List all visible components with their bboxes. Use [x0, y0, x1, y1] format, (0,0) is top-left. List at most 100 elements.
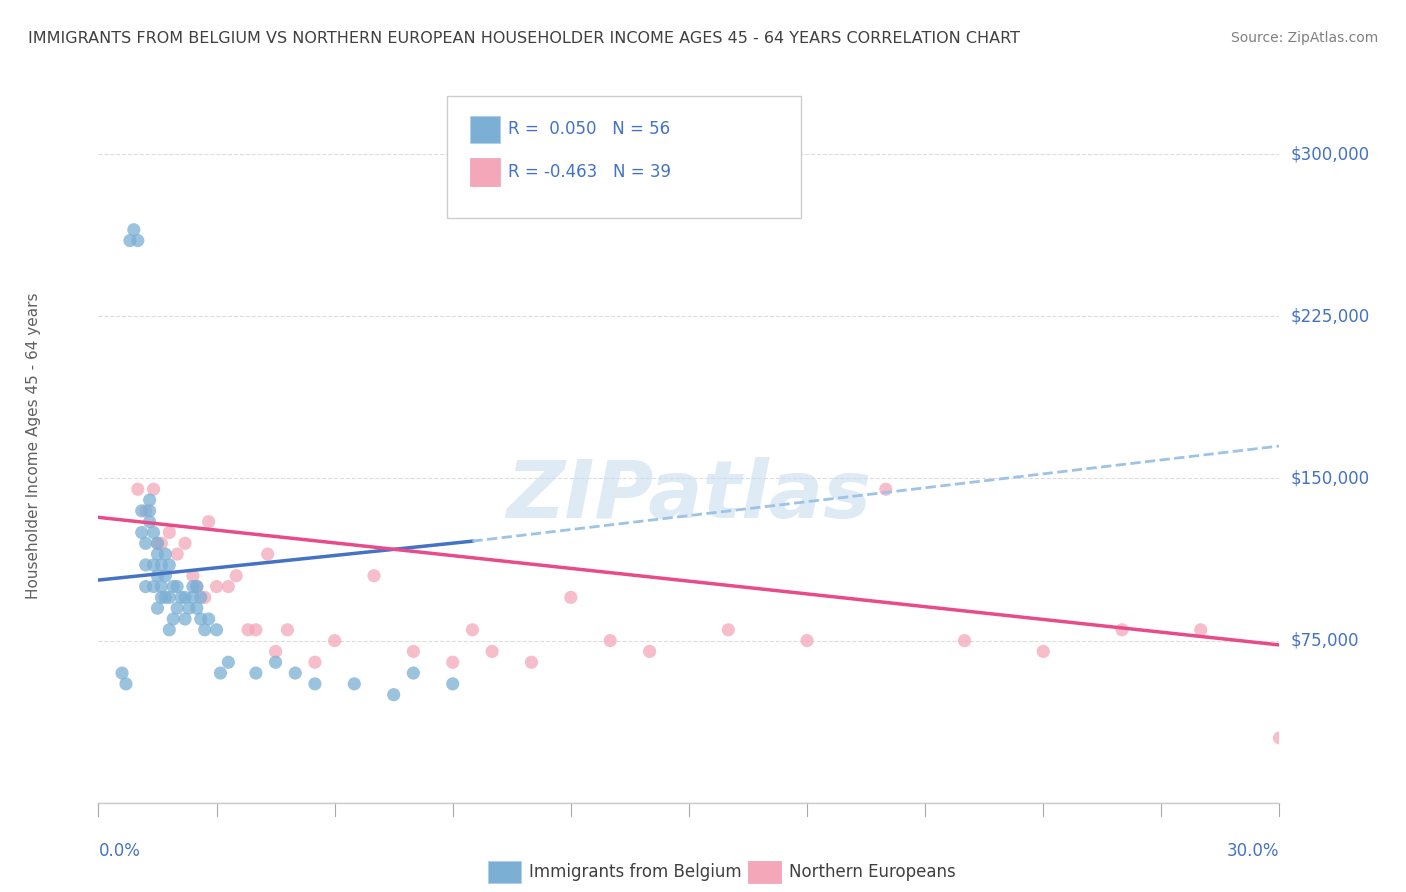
Point	[157, 558, 180, 572]
Point	[162, 580, 184, 594]
Text: $300,000: $300,000	[1291, 145, 1369, 163]
Point	[142, 558, 165, 572]
Point	[441, 655, 464, 669]
Point	[174, 536, 197, 550]
Point	[157, 623, 180, 637]
Point	[276, 623, 298, 637]
Text: Immigrants from Belgium: Immigrants from Belgium	[530, 863, 742, 881]
Point	[520, 655, 543, 669]
Point	[122, 223, 145, 237]
Point	[142, 525, 165, 540]
Point	[225, 568, 247, 582]
Point	[127, 234, 149, 248]
Text: ZIPatlas: ZIPatlas	[506, 457, 872, 535]
Point	[264, 644, 287, 658]
Point	[194, 623, 217, 637]
Point	[236, 623, 259, 637]
Point	[343, 677, 366, 691]
Point	[1189, 623, 1212, 637]
Text: $75,000: $75,000	[1291, 632, 1360, 649]
Text: Northern Europeans: Northern Europeans	[789, 863, 956, 881]
Text: $225,000: $225,000	[1291, 307, 1369, 326]
Point	[155, 547, 177, 561]
Point	[135, 558, 157, 572]
Point	[127, 482, 149, 496]
Point	[284, 666, 307, 681]
Point	[186, 580, 208, 594]
Point	[197, 515, 219, 529]
Point	[146, 536, 169, 550]
Point	[638, 644, 661, 658]
Point	[142, 580, 165, 594]
Point	[481, 644, 503, 658]
Point	[209, 666, 232, 681]
Point	[953, 633, 976, 648]
Point	[717, 623, 740, 637]
Text: Householder Income Ages 45 - 64 years: Householder Income Ages 45 - 64 years	[25, 293, 41, 599]
Point	[150, 558, 173, 572]
Point	[150, 536, 173, 550]
Point	[174, 612, 197, 626]
Point	[197, 612, 219, 626]
Point	[875, 482, 897, 496]
Point	[186, 580, 208, 594]
Point	[264, 655, 287, 669]
Point	[205, 623, 228, 637]
Point	[138, 493, 160, 508]
FancyBboxPatch shape	[447, 96, 801, 218]
Point	[155, 568, 177, 582]
Point	[135, 504, 157, 518]
Point	[217, 655, 239, 669]
Point	[181, 580, 204, 594]
Point	[402, 644, 425, 658]
Point	[194, 591, 217, 605]
Bar	[471, 159, 501, 186]
Point	[138, 504, 160, 518]
Point	[166, 601, 188, 615]
Bar	[748, 861, 782, 883]
Point	[304, 655, 326, 669]
Point	[157, 525, 180, 540]
Point	[150, 580, 173, 594]
Point	[323, 633, 346, 648]
Point	[1032, 644, 1054, 658]
Point	[146, 536, 169, 550]
Point	[131, 525, 153, 540]
Point	[363, 568, 385, 582]
Text: $150,000: $150,000	[1291, 469, 1369, 487]
Point	[170, 591, 193, 605]
Point	[111, 666, 134, 681]
Text: R = -0.463   N = 39: R = -0.463 N = 39	[508, 163, 671, 181]
Point	[441, 677, 464, 691]
Point	[155, 591, 177, 605]
Point	[1111, 623, 1133, 637]
Text: IMMIGRANTS FROM BELGIUM VS NORTHERN EUROPEAN HOUSEHOLDER INCOME AGES 45 - 64 YEA: IMMIGRANTS FROM BELGIUM VS NORTHERN EURO…	[28, 31, 1021, 46]
Bar	[471, 116, 501, 143]
Point	[1268, 731, 1291, 745]
Point	[217, 580, 239, 594]
Point	[304, 677, 326, 691]
Text: 0.0%: 0.0%	[98, 842, 141, 860]
Point	[245, 623, 267, 637]
Point	[190, 612, 212, 626]
Point	[115, 677, 138, 691]
Point	[461, 623, 484, 637]
Point	[131, 504, 153, 518]
Point	[150, 591, 173, 605]
Point	[190, 591, 212, 605]
Point	[162, 612, 184, 626]
Point	[402, 666, 425, 681]
Point	[177, 601, 200, 615]
Point	[560, 591, 582, 605]
Text: R =  0.050   N = 56: R = 0.050 N = 56	[508, 120, 671, 138]
Point	[205, 580, 228, 594]
Point	[174, 591, 197, 605]
Text: 30.0%: 30.0%	[1227, 842, 1279, 860]
Point	[245, 666, 267, 681]
Point	[166, 580, 188, 594]
Point	[181, 591, 204, 605]
Point	[138, 515, 160, 529]
Point	[157, 591, 180, 605]
Point	[146, 568, 169, 582]
Bar	[488, 861, 522, 883]
